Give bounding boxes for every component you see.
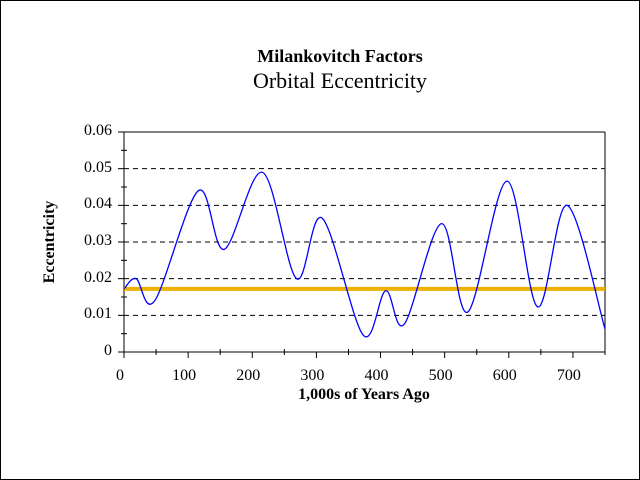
x-tick-label: 400 <box>364 367 389 384</box>
x-tick-label: 700 <box>556 367 581 384</box>
gridlines <box>124 168 605 316</box>
y-tick-label: 0.06 <box>84 122 112 139</box>
chart-subtitle: Orbital Eccentricity <box>252 68 428 93</box>
x-axis-label: 1,000s of Years Ago <box>298 386 430 403</box>
x-tick-label: 600 <box>492 367 517 384</box>
x-tick-label: 100 <box>172 367 197 384</box>
y-tick-label: 0.02 <box>84 268 112 286</box>
x-tick-label: 200 <box>236 367 261 384</box>
y-tick-label: 0.05 <box>84 158 112 176</box>
y-tick-label: 0.01 <box>84 305 112 323</box>
x-tick-label: 500 <box>428 367 453 384</box>
y-tick-label: 0.04 <box>84 195 112 213</box>
x-tick-label: 300 <box>300 367 325 384</box>
y-tick-label: 0 <box>104 342 112 359</box>
axes <box>118 131 606 358</box>
x-tick-label: 0 <box>116 367 124 384</box>
eccentricity-series-line <box>123 171 606 338</box>
chart-title: Milankovitch Factors <box>257 46 423 66</box>
y-tick-label: 0.03 <box>84 232 112 249</box>
